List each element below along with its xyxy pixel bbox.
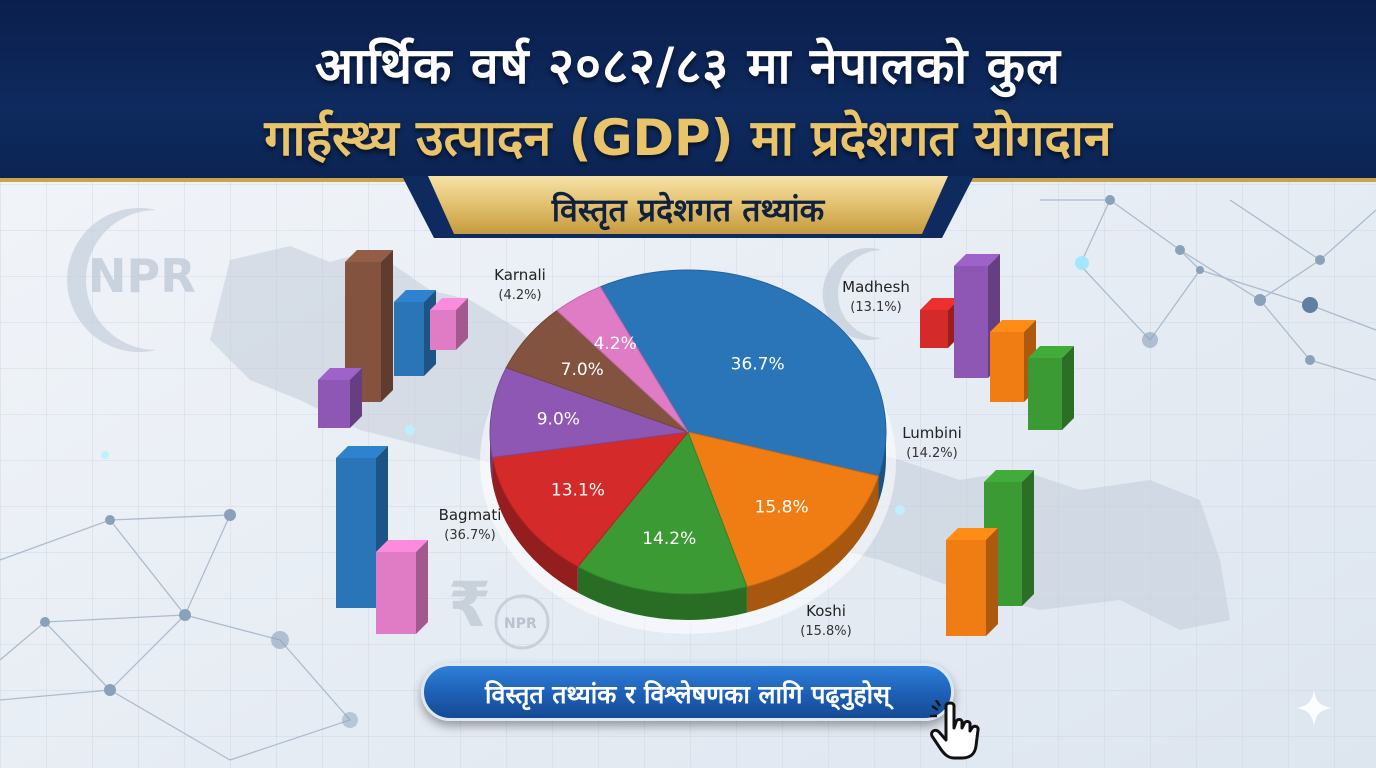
pie-side-bagmati (878, 432, 887, 503)
decor-bar-1 (394, 290, 436, 376)
pie-side-lumbini (577, 566, 747, 621)
subtitle-ribbon: विस्तृत प्रदेशगत तथ्यांक (402, 176, 974, 242)
pie-side-madhesh (492, 457, 578, 593)
slice-label-bagmati: 36.7% (731, 354, 785, 374)
page-title-line1: आर्थिक वर्ष २०८२/८३ मा नेपालको कुल (315, 37, 1061, 95)
decor-bar-11 (946, 528, 998, 636)
pie-slice-madhesh (491, 431, 690, 568)
pie-slice-lumbini (577, 431, 748, 595)
pie-slice-gandaki (489, 367, 689, 458)
callout-name-koshi: Koshi (806, 602, 846, 620)
npr-coin-text: NPR (504, 616, 537, 632)
decor-bar-2 (430, 298, 468, 350)
callout-name-lumbini: Lumbini (902, 424, 962, 442)
slice-label-madhesh: 13.1% (551, 481, 605, 501)
slice-label-gandaki: 9.0% (537, 410, 580, 430)
callout-name-madhesh: Madhesh (842, 278, 910, 296)
ribbon-shape (402, 176, 974, 238)
pie-slice-karnali (556, 286, 689, 433)
callout-pct-karnali: (4.2%) (498, 288, 541, 303)
circle-logo-watermark (822, 248, 882, 340)
decor-bar-5 (376, 540, 428, 634)
slice-label-koshi: 15.8% (755, 498, 809, 518)
callout-pct-bagmati: (36.7%) (444, 528, 495, 543)
callout-pct-madhesh: (13.1%) (850, 300, 901, 315)
slice-label-sudurpashchim: 7.0% (561, 360, 604, 380)
read-more-button[interactable]: विस्तृत तथ्यांक र विश्लेषणका लागि पढ्नुह… (421, 663, 954, 721)
rupee-watermark: ₹ NPR (448, 568, 550, 650)
pointer-hand-icon (930, 700, 980, 760)
decor-bar-9 (1028, 346, 1074, 430)
slice-label-lumbini: 14.2% (642, 529, 696, 549)
pie-slice-koshi (687, 431, 880, 588)
callout-pct-lumbini: (14.2%) (906, 446, 957, 461)
callout-name-karnali: Karnali (494, 266, 546, 284)
callout-name-bagmati: Bagmati (439, 506, 502, 524)
callout-pct-koshi: (15.8%) (800, 624, 851, 639)
page-title-line2: गार्हस्थ्य उत्पादन (GDP) मा प्रदेशगत योग… (264, 109, 1112, 167)
header-banner: आर्थिक वर्ष २०८२/८३ मा नेपालको कुल गार्ह… (0, 0, 1376, 182)
read-more-label: विस्तृत तथ्यांक र विश्लेषणका लागि पढ्नुह… (484, 680, 891, 709)
npr-watermark-text: NPR (88, 249, 196, 303)
sparkle-icon (1296, 690, 1332, 726)
pie-side-koshi (746, 476, 879, 613)
subtitle: विस्तृत प्रदेशगत तथ्यांक (551, 191, 825, 229)
pie-slice-bagmati (599, 269, 887, 477)
rupee-icon: ₹ (448, 568, 491, 641)
decor-bar-3 (318, 368, 362, 428)
npr-watermark-logo: NPR (67, 208, 196, 352)
slice-label-karnali: 4.2% (594, 334, 637, 354)
